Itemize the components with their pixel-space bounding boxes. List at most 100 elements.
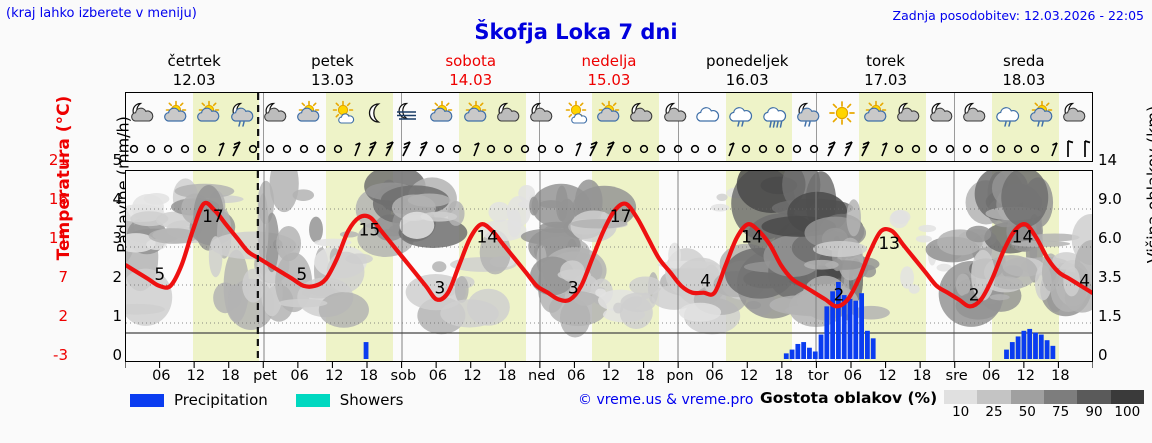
wind-barb-cell [262,137,279,161]
x-axis-label: sre [945,368,968,384]
wind-barb-icon [129,144,139,154]
x-axis-label: tor [808,368,829,384]
axis-tick-label: 9.0 [1098,190,1122,208]
sky-icon-cell [459,94,492,136]
wind-barb-cell [160,137,177,161]
wind-barb-icon [452,144,462,154]
wind-barb-cell [500,137,517,161]
x-axis-label: 06 [428,368,448,384]
moon-cloud-icon [630,102,653,122]
wind-barb-icon [911,144,921,154]
svg-text:5: 5 [154,265,165,285]
cloud-drizzle-icon [996,107,1019,127]
axis-tick-label: 16 [48,190,68,208]
wind-barb-icon [146,144,156,154]
cloud-height-axis-title: Višina oblakov (km) [1143,105,1152,264]
x-axis-label: 12 [878,368,897,384]
wind-barb-cell [772,137,789,161]
wind-barb-icon [218,142,225,157]
sky-icon-cell [126,94,159,136]
wind-barb-icon [333,144,343,154]
svg-text:14: 14 [741,227,763,247]
axis-tick-label: 5 [112,151,122,169]
cloud-density-scale: 10 25 50 75 90 100 [944,390,1144,420]
wind-barb-cell [279,137,296,161]
wind-barb-icon [792,144,802,154]
wind-barb-cell [840,137,857,161]
wind-barb-cell [619,137,636,161]
wind-barb-cell [177,137,194,161]
wind-barb-icon [163,144,173,154]
axis-tick-label: 2 [112,268,122,286]
density-swatch [944,390,978,404]
wind-barb-icon [690,144,700,154]
svg-text:4: 4 [700,272,711,292]
sky-icon-cell [259,94,292,136]
wind-barb-cell [228,137,245,161]
wind-barb-cell [585,137,602,161]
cloud-density-labels: 10 25 50 75 90 100 [944,404,1144,420]
moon-cloud-icon [264,102,287,122]
wind-barb-icon [945,144,955,154]
sky-icon-cell [559,94,592,136]
sun-cloud-icon [463,100,487,122]
wind-barb-cell [721,137,738,161]
sky-icon-cell [393,94,426,136]
wind-barb-cell [874,137,891,161]
svg-text:17: 17 [610,207,632,227]
sky-icon-cell [726,94,759,136]
wind-barb-icon [894,144,904,154]
sky-icon-cell [626,94,659,136]
axis-tick-label: 7 [58,268,68,286]
sky-icon-cell [159,94,192,136]
day-name: ponedeljek [706,52,789,70]
moon-cloud-icon [130,102,153,122]
sun-cloud-icon [164,100,187,122]
credit-link[interactable]: © vreme.us & vreme.pro [578,392,754,408]
day-header-ponedeljek: ponedeljek 16.03 [678,52,816,92]
daylight-band-cell [225,93,260,161]
wind-barb-cell [517,137,534,161]
x-axis-label: 06 [843,368,863,384]
sky-icon-cell [759,94,792,136]
sun-cloud-icon [297,100,320,122]
wind-barb-icon [589,141,598,157]
day-name: nedelja [581,52,637,70]
density-swatch [1010,390,1044,404]
precipitation-axis-ticks: 5 4 3 2 1 0 [96,151,122,365]
sky-icon-cell [326,94,359,136]
day-name: četrtek [167,52,221,70]
wind-barb-cell [755,137,772,161]
wind-barb-icon [180,144,190,154]
svg-text:14: 14 [476,227,498,247]
x-axis-label: pon [666,368,694,384]
x-axis-ticks [125,362,1093,368]
axis-tick-label: 21 [48,151,68,169]
sky-icon-cell [426,94,459,136]
wind-barb-icon [537,144,547,154]
wind-barb-cell [789,137,806,161]
moon-cloud-drizzle-icon [230,102,253,127]
wind-barb-icon [881,142,888,157]
x-axis-label: 12 [186,368,206,384]
moon-cloud-icon [896,102,920,122]
wind-barb-cell [976,137,993,161]
wind-barb-icon [728,142,735,157]
sun-cloud-small-icon [332,100,354,124]
sky-icon-cell [659,94,692,136]
wind-barb-icon [809,144,819,154]
wind-barb-row [126,137,1092,161]
sky-icon-cell [859,94,892,136]
sun-cloud-icon [430,100,453,122]
wind-barb-icon [486,144,496,154]
wind-barb-icon [1013,144,1023,154]
svg-text:2: 2 [833,285,844,305]
wind-barb-icon [606,141,615,157]
day-header-torek: torek 17.03 [816,52,954,92]
x-axis-label: 18 [1051,368,1070,384]
wind-barb-cell [313,137,330,161]
wind-barb-cell [1027,137,1044,161]
axis-tick-label: 4 [112,190,122,208]
wind-barb-cell [245,137,262,161]
showers-legend-label: Showers [339,391,404,409]
